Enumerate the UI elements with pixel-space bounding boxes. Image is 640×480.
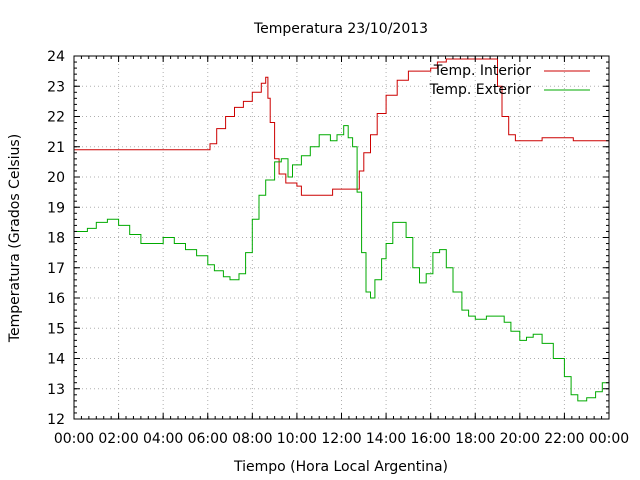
x-tick-label: 22:00 (544, 431, 584, 447)
legend-label-exterior: Temp. Exterior (429, 82, 532, 98)
y-tick-label: 15 (47, 321, 65, 337)
y-tick-label: 19 (47, 200, 65, 216)
x-tick-label: 00:00 (589, 431, 629, 447)
series-line-interior (74, 58, 610, 196)
x-tick-label: 20:00 (500, 431, 540, 447)
y-tick-label: 23 (47, 79, 65, 95)
axis-ticks (73, 55, 610, 420)
series-line-exterior (74, 125, 609, 402)
series-lines (74, 58, 610, 402)
x-axis-label: Tiempo (Hora Local Argentina) (233, 459, 448, 475)
y-tick-label: 13 (47, 382, 65, 398)
y-tick-label: 12 (47, 412, 65, 428)
legend-label-interior: Temp. Interior (433, 63, 532, 79)
x-tick-label: 06:00 (188, 431, 228, 447)
chart-title: Temperatura 23/10/2013 (253, 21, 428, 37)
x-tick-label: 18:00 (455, 431, 495, 447)
y-tick-label: 22 (47, 110, 65, 126)
y-tick-label: 20 (47, 170, 65, 186)
y-tick-label: 14 (47, 352, 65, 368)
x-tick-label: 16:00 (410, 431, 450, 447)
x-tick-label: 14:00 (366, 431, 406, 447)
y-axis-label: Temperatura (Grados Celsius) (7, 134, 23, 343)
x-tick-label: 04:00 (143, 431, 183, 447)
x-tick-label: 02:00 (98, 431, 138, 447)
x-tick-label: 10:00 (277, 431, 317, 447)
x-tick-label: 00:00 (54, 431, 94, 447)
x-tick-label: 12:00 (321, 431, 361, 447)
y-tick-label: 17 (47, 261, 65, 277)
grid-lines (74, 56, 609, 419)
x-tick-label: 08:00 (232, 431, 272, 447)
y-tick-label: 18 (47, 231, 65, 247)
y-tick-label: 16 (47, 291, 65, 307)
y-tick-label: 21 (47, 140, 65, 156)
legend: Temp. Interior Temp. Exterior (429, 63, 590, 98)
y-tick-label: 24 (47, 49, 65, 65)
